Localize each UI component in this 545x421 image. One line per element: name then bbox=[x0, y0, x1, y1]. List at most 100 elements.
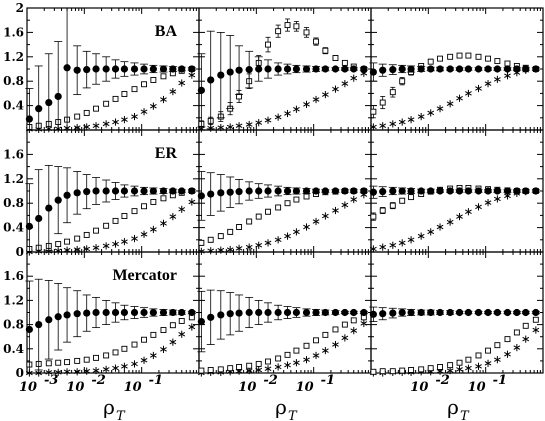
square-marker bbox=[93, 105, 99, 112]
circle-marker bbox=[464, 308, 473, 317]
x-tick-label: 10 -1 bbox=[296, 373, 336, 395]
star-marker bbox=[417, 232, 425, 240]
circle-marker bbox=[359, 187, 368, 195]
circle-marker bbox=[187, 308, 196, 317]
square-marker bbox=[217, 233, 224, 240]
star-marker bbox=[446, 366, 454, 375]
square-marker bbox=[447, 362, 454, 369]
circle-marker bbox=[235, 179, 244, 205]
square-marker bbox=[379, 96, 386, 110]
circle-marker bbox=[140, 63, 149, 75]
star-marker bbox=[312, 351, 320, 360]
star-marker bbox=[446, 218, 454, 226]
square-marker bbox=[408, 367, 415, 373]
star-marker bbox=[332, 340, 339, 349]
x-tick-base: 10 bbox=[296, 380, 314, 395]
circle-marker bbox=[254, 299, 263, 326]
square-marker bbox=[83, 231, 90, 238]
x-axis-label-subscript: T bbox=[288, 409, 298, 421]
circle-marker bbox=[331, 65, 340, 73]
star-marker bbox=[379, 243, 387, 251]
star-marker bbox=[284, 361, 291, 369]
circle-marker bbox=[245, 296, 254, 329]
star-marker bbox=[293, 228, 300, 236]
square-marker bbox=[55, 359, 62, 366]
star-marker bbox=[150, 225, 157, 234]
x-tick-base: 10 bbox=[124, 380, 142, 395]
square-marker bbox=[207, 367, 214, 373]
star-marker bbox=[178, 330, 186, 338]
panel-r1-c1 bbox=[197, 129, 372, 255]
circle-marker bbox=[264, 184, 273, 198]
x-tick-base: 10 bbox=[468, 380, 486, 395]
x-tick-label: 10 -1 bbox=[468, 373, 508, 395]
square-marker bbox=[313, 37, 319, 46]
circle-marker bbox=[340, 65, 349, 73]
y-tick-label: 0.4 bbox=[3, 342, 24, 356]
square-marker bbox=[322, 331, 329, 338]
square-marker bbox=[427, 365, 434, 372]
star-marker bbox=[436, 105, 444, 113]
circle-marker bbox=[73, 171, 82, 215]
star-marker bbox=[532, 326, 540, 334]
x-axis-label-subscript: T bbox=[460, 409, 470, 421]
circle-marker bbox=[321, 65, 330, 73]
star-marker bbox=[322, 347, 329, 355]
circle-marker bbox=[130, 185, 139, 197]
circle-marker bbox=[349, 187, 358, 195]
square-marker bbox=[265, 36, 271, 53]
star-marker bbox=[63, 368, 71, 376]
star-marker bbox=[92, 244, 100, 252]
square-marker bbox=[121, 91, 128, 97]
panel-label: ER bbox=[155, 145, 178, 162]
square-marker bbox=[485, 55, 491, 62]
square-marker bbox=[236, 364, 243, 370]
square-marker bbox=[399, 197, 406, 204]
circle-marker bbox=[177, 187, 186, 195]
square-marker bbox=[494, 58, 501, 65]
star-marker bbox=[169, 338, 177, 346]
star-marker bbox=[322, 91, 329, 99]
circle-marker bbox=[378, 307, 387, 321]
circle-marker bbox=[226, 176, 235, 208]
star-marker bbox=[188, 323, 196, 331]
square-marker bbox=[370, 105, 377, 119]
star-marker bbox=[255, 119, 263, 127]
square-marker bbox=[456, 359, 463, 366]
circle-marker bbox=[417, 65, 426, 73]
circle-marker bbox=[82, 294, 91, 332]
star-marker bbox=[112, 240, 119, 248]
square-marker bbox=[494, 342, 501, 349]
circle-marker bbox=[177, 65, 186, 73]
circle-marker bbox=[159, 65, 168, 73]
square-marker bbox=[504, 336, 511, 343]
star-marker bbox=[207, 247, 215, 255]
circle-marker bbox=[521, 308, 530, 317]
star-marker bbox=[494, 75, 501, 83]
square-marker bbox=[169, 322, 176, 329]
square-marker bbox=[293, 21, 300, 32]
circle-marker bbox=[34, 278, 43, 371]
square-marker bbox=[112, 349, 119, 356]
circle-marker bbox=[283, 306, 292, 319]
square-marker bbox=[275, 204, 282, 211]
panels-layer: BA ER Mercator bbox=[25, 7, 544, 377]
square-marker bbox=[341, 59, 348, 66]
circle-marker bbox=[92, 296, 101, 329]
circle-marker bbox=[44, 280, 53, 360]
circle-marker bbox=[455, 187, 464, 195]
circle-marker bbox=[159, 308, 168, 317]
circle-marker bbox=[474, 65, 483, 73]
circle-marker bbox=[111, 302, 120, 323]
circle-marker bbox=[340, 308, 349, 317]
square-marker bbox=[160, 73, 167, 80]
star-marker bbox=[370, 245, 377, 253]
circle-marker bbox=[446, 187, 455, 195]
star-marker bbox=[293, 105, 300, 113]
circle-marker bbox=[283, 63, 292, 75]
star-marker bbox=[407, 116, 415, 124]
star-marker bbox=[112, 118, 119, 126]
star-marker bbox=[332, 85, 339, 93]
square-marker bbox=[150, 199, 157, 205]
circle-marker bbox=[63, 8, 71, 130]
